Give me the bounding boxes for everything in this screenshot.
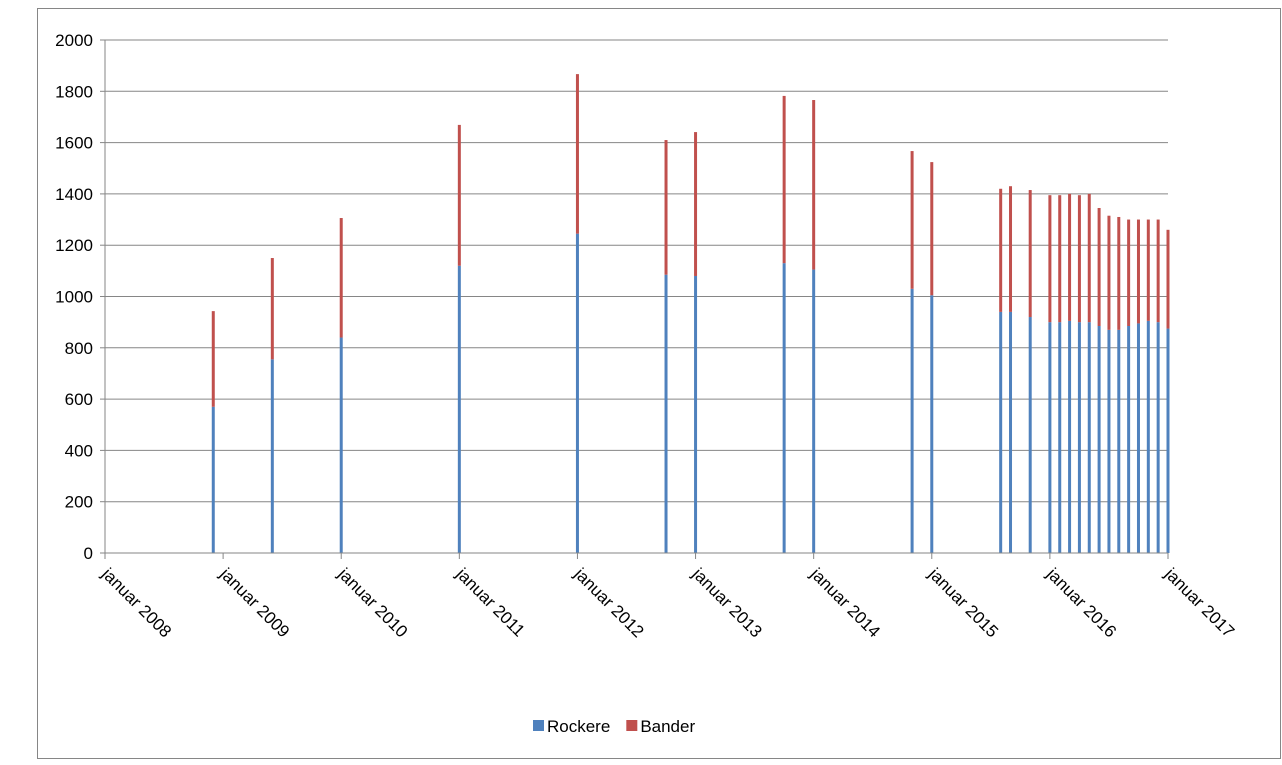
bar-segment	[910, 288, 914, 553]
legend-swatch	[533, 720, 544, 731]
bar-segment	[1068, 320, 1072, 553]
bar-segment	[1068, 193, 1072, 321]
chart-frame	[37, 8, 1281, 759]
y-tick-label: 1200	[55, 236, 93, 255]
bar-segment	[1146, 320, 1150, 553]
bar-segment	[910, 151, 914, 289]
y-tick-label: 1800	[55, 82, 93, 101]
bar-segment	[457, 124, 461, 266]
y-tick-label: 1000	[55, 288, 93, 307]
bar-segment	[1087, 193, 1091, 323]
bar-segment	[1058, 195, 1062, 323]
bar-segment	[1097, 325, 1101, 553]
bar-segment	[1117, 216, 1121, 330]
bar-segment	[694, 275, 698, 553]
bar-segment	[782, 95, 786, 264]
bar-segment	[1028, 317, 1032, 553]
bar-segment	[1127, 325, 1131, 553]
bar-segment	[1107, 329, 1111, 553]
bar-segment	[1009, 311, 1013, 553]
bar-segment	[1156, 219, 1160, 323]
bar-segment	[664, 274, 668, 553]
y-tick-label: 800	[65, 339, 93, 358]
bar-segment	[1097, 208, 1101, 326]
bar-segment	[1048, 322, 1052, 553]
y-tick-label: 400	[65, 441, 93, 460]
bar-segment	[812, 100, 816, 270]
bar-segment	[1166, 229, 1170, 329]
bar-segment	[457, 265, 461, 553]
bars	[211, 74, 1170, 553]
y-tick-label: 200	[65, 493, 93, 512]
bar-segment	[1009, 186, 1013, 312]
legend-label: Rockere	[547, 717, 610, 736]
bar-segment	[1077, 195, 1081, 323]
grid	[105, 39, 1168, 554]
bar-segment	[1166, 328, 1170, 553]
bar-segment	[1127, 219, 1131, 326]
bar-segment	[930, 295, 934, 553]
y-tick-label: 2000	[55, 31, 93, 50]
bar-segment	[1048, 195, 1052, 323]
legend-swatch	[626, 720, 638, 731]
bar-segment	[1156, 322, 1160, 553]
bar-segment	[812, 269, 816, 553]
bar-segment	[782, 263, 786, 553]
y-tick-label: 1400	[55, 185, 93, 204]
bar-segment	[999, 311, 1003, 553]
bar-segment	[211, 406, 215, 553]
bar-segment	[270, 359, 274, 553]
bar-segment	[339, 337, 343, 553]
bar-segment	[1146, 219, 1150, 321]
bar-segment	[211, 311, 215, 407]
bar-segment	[1136, 219, 1140, 324]
bar-segment	[930, 162, 934, 296]
bar-segment	[1087, 322, 1091, 553]
bar-segment	[270, 258, 274, 360]
y-tick-label: 0	[84, 544, 93, 563]
bar-segment	[1117, 329, 1121, 553]
bar-segment	[1028, 190, 1032, 318]
bar-segment	[575, 74, 579, 234]
bar-segment	[999, 188, 1003, 312]
bar-segment	[1136, 323, 1140, 553]
legend: Rockere Bander	[533, 717, 695, 736]
bar-segment	[575, 233, 579, 553]
bar-segment	[694, 132, 698, 276]
legend-label: Bander	[640, 717, 695, 736]
bar-segment	[339, 218, 343, 338]
y-tick-label: 600	[65, 390, 93, 409]
bar-segment	[1107, 215, 1111, 330]
bar-segment	[664, 140, 668, 275]
bar-segment	[1077, 322, 1081, 553]
y-tick-label: 1600	[55, 134, 93, 153]
bar-segment	[1058, 322, 1062, 553]
